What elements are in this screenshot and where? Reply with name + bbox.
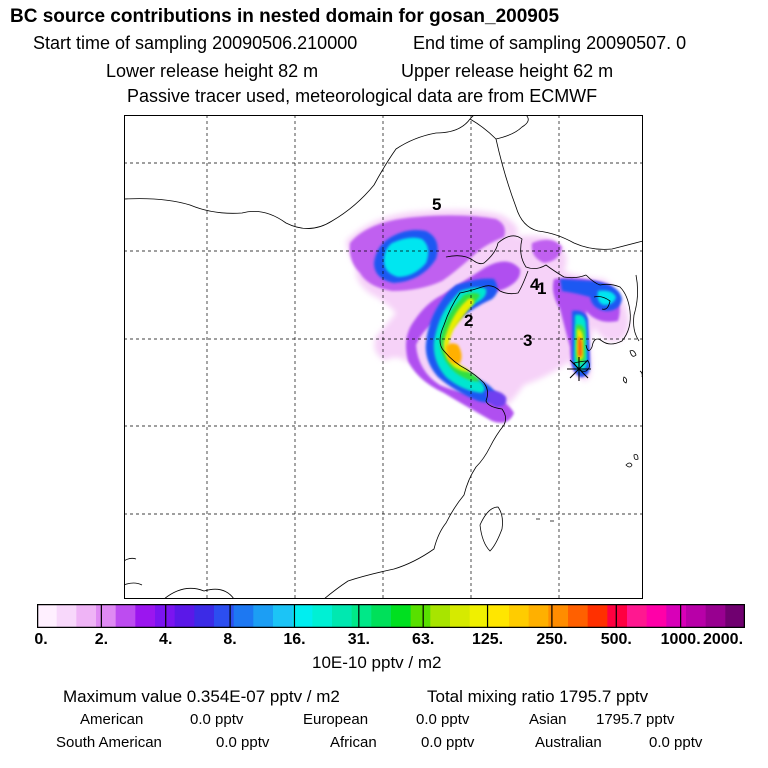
colorbar-swatch [292,604,313,628]
plume-purple-arc [406,261,521,423]
colorbar-swatch [686,604,707,628]
region-value-australian: 0.0 pptv [649,734,703,751]
region-name-american: American [80,711,144,728]
map-panel: 1 2 3 4 5 [124,115,643,599]
colorbar-swatch [76,604,97,628]
lat-lon-grid [124,115,643,599]
sampling-start: Start time of sampling 20090506.210000 [33,33,358,53]
colorbar-swatch [273,604,294,628]
colorbar-tick-label: 0. [34,631,48,648]
colorbar-swatch [548,604,569,628]
region-value-south-american: 0.0 pptv [216,734,270,751]
region-name-african: African [330,734,377,751]
colorbar-unit: 10E-10 pptv / m2 [312,653,442,672]
plume-orange-core [446,343,462,364]
plume-layer [346,209,629,423]
colorbar-swatch [214,604,235,628]
colorbar-tick-label: 8. [223,631,237,648]
region-value-asian: 1795.7 pptv [596,711,675,728]
colorbar-swatch [410,604,431,628]
coastlines [124,115,643,599]
plume-south [486,390,507,407]
colorbar-tick-label: 1000. [660,631,701,648]
colorbar-swatch [450,604,471,628]
colorbar-swatch [646,604,667,628]
plume-purple-east [531,239,562,263]
colorbar-swatch [725,604,745,628]
colorbar-swatch [371,604,392,628]
colorbar-swatch [391,604,412,628]
region-name-european: European [303,711,369,728]
region-name-asian: Asian [529,711,567,728]
region-label-5: 5 [432,195,441,214]
colorbar-swatch [135,604,156,628]
colorbar-tick-label: 16. [283,631,306,648]
colorbar-swatch [332,604,353,628]
colorbar-swatch [607,604,628,628]
plume-cyan-north [384,237,429,277]
region-label-4: 4 [530,275,540,294]
colorbar-swatch [194,604,215,628]
colorbar-swatch [469,604,490,628]
colorbar-swatch [430,604,451,628]
total-mixing-ratio: Total mixing ratio 1795.7 pptv [427,687,649,706]
colorbar-swatch [705,604,726,628]
region-value-european: 0.0 pptv [416,711,470,728]
region-value-american: 0.0 pptv [190,711,244,728]
colorbar-swatch [155,604,176,628]
colorbar-tick-label: 4. [159,631,173,648]
colorbar-frame [37,604,745,628]
lower-release-height: Lower release height 82 m [106,61,319,81]
colorbar-swatch [115,604,136,628]
colorbar-swatch [509,604,530,628]
plot-title: BC source contributions in nested domain… [10,6,560,27]
colorbar-swatch [37,604,58,628]
receptor-star-icon [567,357,591,381]
colorbar-swatch [489,604,510,628]
colorbar [37,604,745,628]
region-name-australian: Australian [535,734,602,751]
region-label-3: 3 [523,331,532,350]
region-value-african: 0.0 pptv [421,734,475,751]
colorbar-swatch [312,604,333,628]
colorbar-tick-label: 2000. [702,631,744,648]
maximum-value: Maximum value 0.354E-07 pptv / m2 [63,687,340,706]
colorbar-swatch [253,604,274,628]
colorbar-tick-label: 125. [471,631,504,648]
colorbar-swatch [568,604,589,628]
colorbar-tick-label: 31. [347,631,370,648]
colorbar-tick-label: 500. [600,631,632,648]
region-label-1: 1 [537,279,546,298]
region-label-2: 2 [464,311,473,330]
colorbar-tick-label: 250. [536,631,568,648]
colorbar-swatch [174,604,195,628]
colorbar-swatch [666,604,687,628]
colorbar-swatch [56,604,77,628]
plume-cyan-arc [433,287,487,393]
colorbar-swatch [96,604,117,628]
colorbar-swatch [233,604,254,628]
sampling-end: End time of sampling 20090507. 0 [413,33,687,53]
plume-cyan-korea [597,290,616,305]
region-name-south-american: South American [56,734,162,751]
colorbar-swatch [528,604,549,628]
colorbar-tick-label: 2. [94,631,109,648]
upper-release-height: Upper release height 62 m [401,61,614,81]
model-note: Passive tracer used, meteorological data… [127,86,598,106]
map-frame [124,115,643,599]
plume-red-strip [578,337,582,357]
colorbar-tick-label: 63. [412,631,435,648]
colorbar-swatch [587,604,608,628]
plume-yellow-arc [443,298,474,372]
colorbar-swatch [351,604,372,628]
colorbar-swatch [627,604,648,628]
